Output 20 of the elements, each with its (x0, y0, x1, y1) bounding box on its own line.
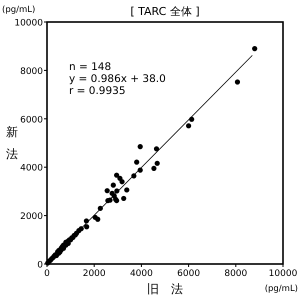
x-tick-label: 6000 (177, 269, 200, 279)
y-tick-label: 0 (37, 260, 44, 270)
x-tick-label: 0 (44, 269, 50, 279)
x-tick-label: 8000 (224, 269, 248, 279)
y-tick-label: 10000 (14, 18, 44, 28)
title: [ TARC 全体 ] (130, 5, 200, 18)
y-tick-label: 6000 (20, 115, 44, 126)
annotation: r = 0.9935 (69, 85, 126, 97)
x-tick-label: 10000 (268, 269, 298, 279)
annotation: (pg/mL) (264, 284, 298, 294)
annotation: (pg/mL) (2, 5, 36, 15)
ylabel: 新法 (6, 125, 18, 161)
annotation: n = 148 (69, 61, 112, 73)
xlabel: 旧 法 (147, 282, 183, 296)
annotation: y = 0.986x + 38.0 (69, 73, 166, 85)
x-tick-label: 4000 (130, 269, 154, 279)
y-tick-label: 8000 (20, 66, 44, 77)
x-tick-label: 2000 (82, 269, 106, 279)
y-tick-label: 4000 (20, 164, 44, 174)
y-tick-label: 2000 (20, 212, 44, 222)
